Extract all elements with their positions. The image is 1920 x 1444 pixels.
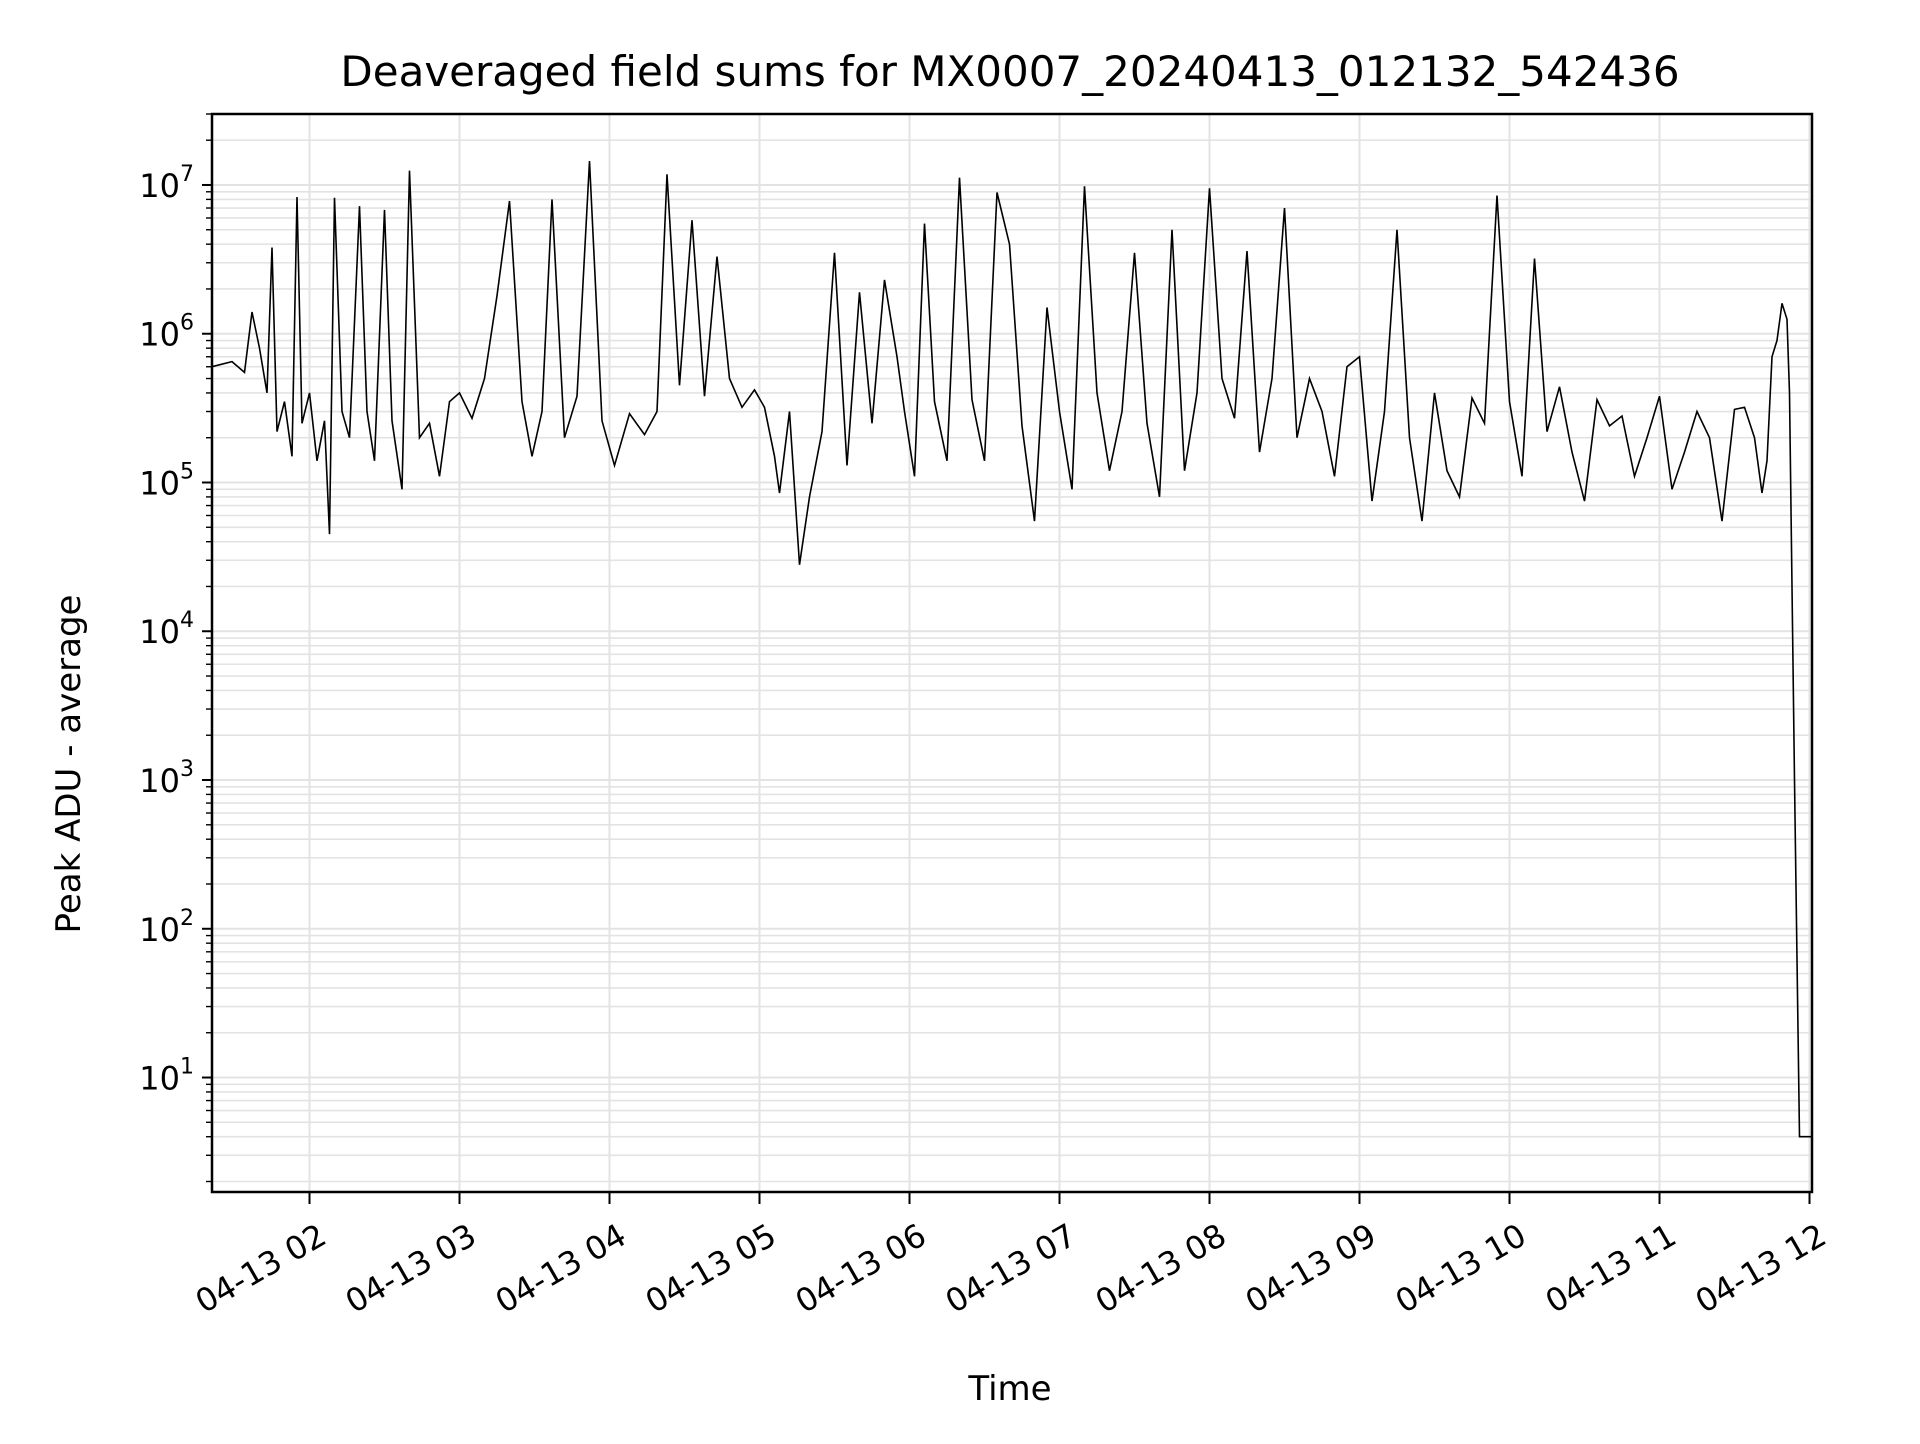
y-axis-label: Peak ADU - average <box>49 595 89 934</box>
chart-title: Deaveraged field sums for MX0007_2024041… <box>340 47 1679 96</box>
data-series-line <box>211 160 1812 1138</box>
plot-area-frame <box>210 112 1814 1194</box>
y-tick-label: 101 <box>139 1055 194 1098</box>
y-tick-label: 105 <box>139 459 194 502</box>
y-tick-label: 102 <box>139 906 194 949</box>
y-tick-label: 107 <box>139 162 194 205</box>
y-tick-label: 106 <box>139 311 194 354</box>
x-axis-label: Time <box>967 1369 1051 1409</box>
y-tick-label: 104 <box>139 608 194 651</box>
grid <box>212 113 1812 1192</box>
y-tick-label: 103 <box>139 757 194 800</box>
data-layer <box>211 160 1812 1138</box>
